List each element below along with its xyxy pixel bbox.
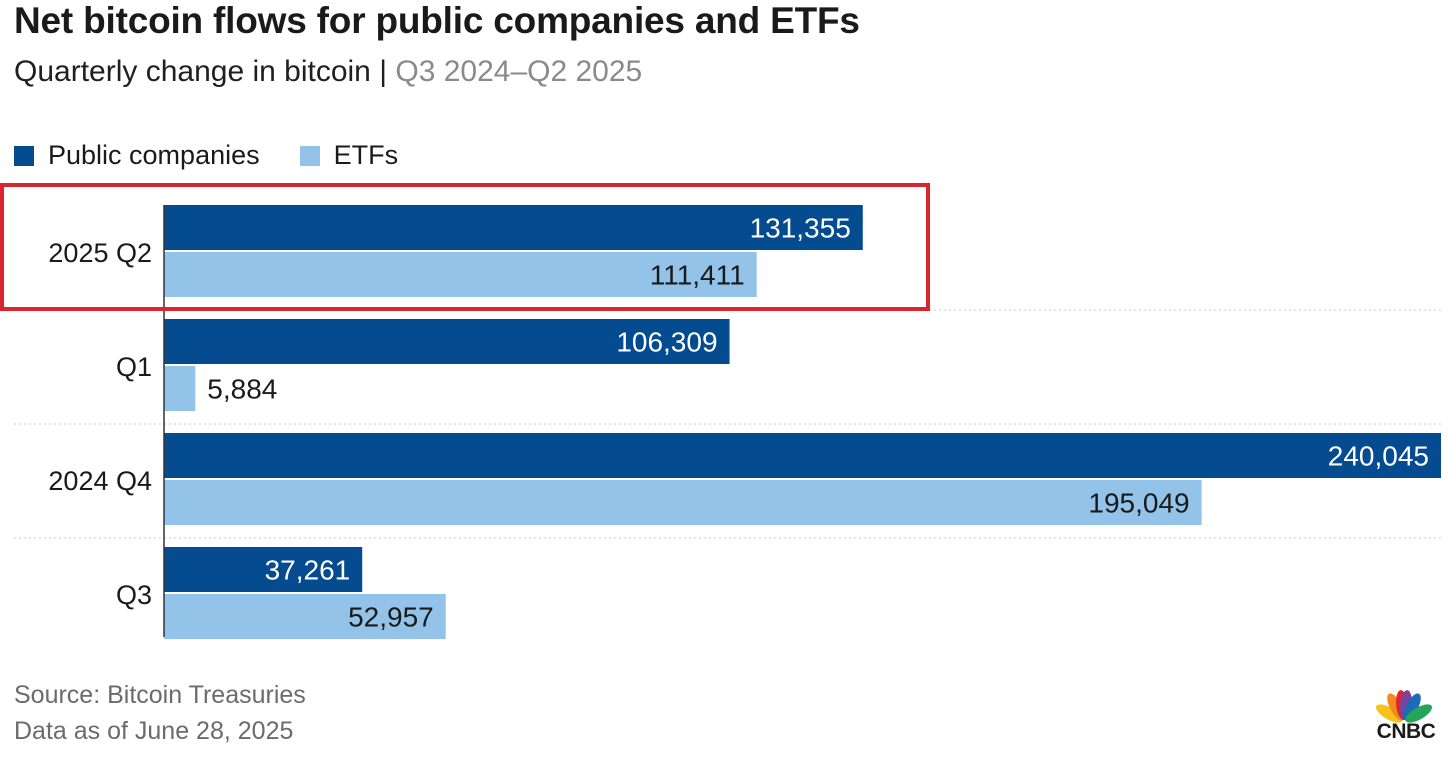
- legend-item-etfs: ETFs: [299, 140, 399, 171]
- legend-swatch-etfs: [299, 145, 320, 166]
- date-note: Data as of June 28, 2025: [14, 717, 294, 745]
- bar-public-companies-2025-q2: [164, 205, 863, 250]
- cnbc-peacock-icon: [1375, 690, 1433, 723]
- highlight-box: [0, 183, 930, 311]
- bar-etfs-2025-q2: [164, 252, 757, 297]
- legend-label-public-companies: Public companies: [48, 140, 260, 170]
- chart-subtitle: Quarterly change in bitcoin | Q3 2024–Q2…: [14, 55, 642, 89]
- peacock-feather-green: [1405, 704, 1433, 723]
- data-label-etfs-q1: 5,884: [207, 374, 277, 405]
- bar-etfs-2024-q4: [164, 480, 1202, 525]
- source-note: Source: Bitcoin Treasuries: [14, 681, 306, 709]
- category-label-2025-q2: 2025 Q2: [48, 238, 152, 268]
- subtitle-range: Q3 2024–Q2 2025: [395, 55, 643, 88]
- data-label-etfs-q3: 52,957: [348, 602, 434, 633]
- category-label-q3: Q3: [116, 580, 152, 610]
- subtitle-separator: |: [379, 55, 388, 88]
- category-label-2024-q4: 2024 Q4: [48, 466, 152, 496]
- bar-public-companies-q1: [164, 319, 730, 364]
- data-label-public-companies-q1: 106,309: [616, 327, 717, 358]
- legend-swatch-public-companies: [14, 145, 34, 166]
- bar-etfs-q3: [164, 594, 446, 639]
- chart-title: Net bitcoin flows for public companies a…: [14, 0, 860, 41]
- subtitle-main: Quarterly change in bitcoin: [14, 55, 371, 88]
- peacock-feather-yellow: [1375, 704, 1403, 723]
- cnbc-logo-text: CNBC: [1376, 720, 1436, 743]
- data-label-etfs-2025-q2: 111,411: [650, 260, 745, 291]
- data-label-public-companies-2024-q4: 240,045: [1328, 441, 1429, 472]
- data-label-etfs-2024-q4: 195,049: [1088, 488, 1189, 519]
- bar-etfs-q1: [164, 366, 196, 411]
- peacock-feather-blue: [1403, 693, 1421, 721]
- data-label-public-companies-q3: 37,261: [265, 555, 351, 586]
- bar-public-companies-q3: [164, 547, 363, 592]
- data-label-public-companies-2025-q2: 131,355: [750, 213, 851, 244]
- legend-label-etfs: ETFs: [333, 140, 399, 170]
- category-label-q1: Q1: [116, 352, 152, 382]
- bar-public-companies-2024-q4: [164, 433, 1441, 478]
- chart-legend: Public companies ETFs: [14, 140, 438, 171]
- legend-item-public-companies: Public companies: [14, 140, 260, 171]
